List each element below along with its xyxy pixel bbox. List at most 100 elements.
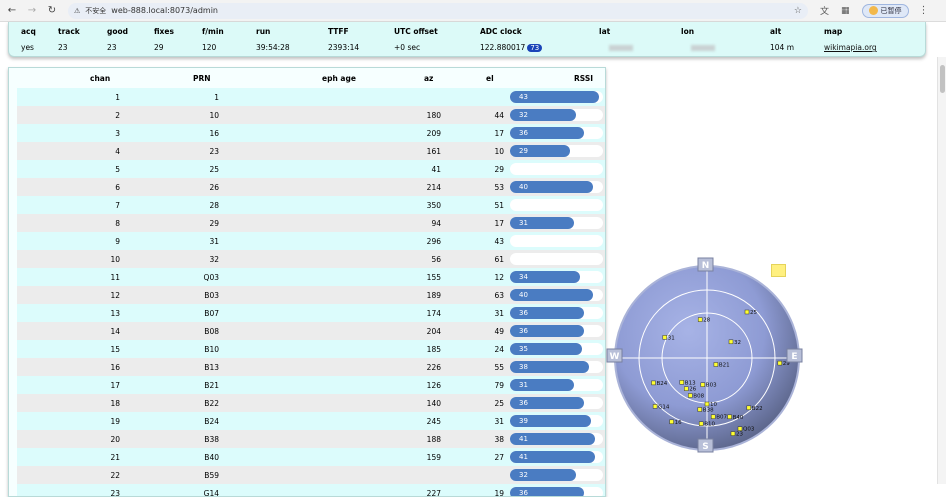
cell-prn: G14 — [203, 489, 219, 497]
cell-prn: 26 — [209, 183, 219, 192]
cell-el: 61 — [494, 255, 504, 264]
compass-n: N — [697, 257, 714, 272]
table-row: 23 G14 227 19 36 — [17, 484, 605, 497]
profile-button[interactable]: 已暂停 — [861, 3, 909, 18]
header-fmin: f/min — [202, 27, 224, 36]
cell-chan: 5 — [115, 165, 120, 174]
cell-chan: 8 — [115, 219, 120, 228]
cell-el: 10 — [494, 147, 504, 156]
cell-prn: B10 — [204, 345, 219, 354]
channel-table: chan PRN eph age az el RSSI 1 1 43 2 10 180 44… — [8, 67, 606, 497]
cell-prn: B38 — [204, 435, 219, 444]
cell-az: 174 — [426, 309, 441, 318]
compass-s: S — [697, 438, 714, 453]
cell-az: 155 — [426, 273, 441, 282]
satellite-marker — [669, 419, 674, 425]
satellite-label: B07 — [716, 415, 727, 421]
table-row: 8 29 94 17 31 — [17, 214, 605, 232]
cell-chan: 23 — [110, 489, 120, 497]
satellite-marker — [704, 401, 710, 407]
cell-az: 296 — [426, 237, 441, 246]
security-label[interactable]: 不安全 — [85, 6, 107, 15]
value-run: 39:54:28 — [256, 43, 290, 52]
page-scrollbar[interactable] — [937, 57, 946, 484]
table-row: 16 B13 226 55 38 — [17, 358, 605, 376]
col-rssi: RSSI — [574, 74, 594, 83]
cell-el: 79 — [494, 381, 504, 390]
table-row: 2 10 180 44 32 — [17, 106, 605, 124]
table-row: 18 B22 140 25 36 — [17, 394, 605, 412]
header-lat: lat — [599, 27, 611, 36]
cell-az: 226 — [426, 363, 441, 372]
value-adc-clock: 122.880017 73 — [480, 43, 543, 52]
col-chan: chan — [90, 74, 111, 83]
back-icon[interactable]: ← — [7, 5, 17, 16]
translate-icon[interactable]: 文 — [820, 7, 830, 17]
cell-el: 29 — [494, 165, 504, 174]
satellite-marker — [679, 380, 685, 385]
cell-el: 19 — [494, 489, 504, 497]
address-bar[interactable]: ⚠ 不安全 web-888.local:8073/admin ☆ — [68, 2, 808, 19]
rssi-track — [510, 253, 603, 265]
cell-el: 49 — [494, 327, 504, 336]
header-lon: lon — [681, 27, 695, 36]
satellite-label: Q03 — [743, 427, 755, 433]
cell-chan: 22 — [110, 471, 120, 480]
value-lat-redacted — [609, 43, 633, 52]
satellite-label: 28 — [703, 318, 710, 324]
table-row: 19 B24 245 31 39 — [17, 412, 605, 430]
cell-el: 17 — [494, 129, 504, 138]
browser-toolbar: ← → ↻ ⚠ 不安全 web-888.local:8073/admin ☆ 文… — [0, 0, 946, 22]
table-header: chan PRN eph age az el RSSI — [9, 68, 605, 88]
rssi-track — [510, 199, 603, 211]
cell-az: 180 — [426, 111, 441, 120]
cell-el: 31 — [494, 417, 504, 426]
cell-az: 350 — [426, 201, 441, 210]
map-link[interactable]: wikimapia.org — [824, 43, 877, 52]
satellite-marker — [730, 431, 736, 436]
satellite-label: G14 — [658, 404, 670, 410]
rssi-bar: 36 — [510, 307, 584, 319]
security-warning-icon[interactable]: ⚠ — [74, 6, 81, 15]
satellite-marker — [698, 421, 704, 426]
satellite-label: B21 — [719, 363, 730, 369]
rssi-bar: 41 — [510, 433, 595, 445]
cell-chan: 6 — [115, 183, 120, 192]
cell-prn: B24 — [204, 417, 219, 426]
compass-e: E — [786, 348, 803, 363]
cell-az: 188 — [426, 435, 441, 444]
satellite-label: 23 — [736, 432, 743, 438]
cell-chan: 1 — [115, 93, 120, 102]
cell-prn: Q03 — [203, 273, 219, 282]
value-track: 23 — [58, 43, 68, 52]
menu-icon[interactable]: ⋮ — [918, 5, 929, 16]
forward-icon[interactable]: → — [27, 5, 37, 16]
table-row: 4 23 161 10 29 — [17, 142, 605, 160]
satellite-marker — [684, 386, 689, 391]
cell-el: 17 — [494, 219, 504, 228]
table-row: 9 31 296 43 — [17, 232, 605, 250]
cell-az: 245 — [426, 417, 441, 426]
header-fixes: fixes — [154, 27, 174, 36]
cell-prn: 31 — [209, 237, 219, 246]
cell-el: 31 — [494, 309, 504, 318]
table-row: 11 Q03 155 12 34 — [17, 268, 605, 286]
gps-status-panel: acq track good fixes f/min run TTFF UTC … — [8, 22, 926, 57]
scrollbar-thumb[interactable] — [940, 65, 945, 93]
satellite-marker — [697, 317, 703, 322]
reload-icon[interactable]: ↻ — [47, 5, 57, 16]
cell-prn: 10 — [209, 111, 219, 120]
extensions-icon[interactable]: ▦ — [841, 5, 850, 16]
cell-el: 24 — [494, 345, 504, 354]
satellite-marker — [777, 360, 783, 366]
satellite-label: B24 — [657, 381, 668, 387]
table-row: 13 B07 174 31 36 — [17, 304, 605, 322]
satellite-marker — [697, 407, 703, 412]
satellite-label: 25 — [750, 310, 757, 316]
cell-prn: 32 — [209, 255, 219, 264]
bookmark-star-icon[interactable]: ☆ — [793, 5, 802, 16]
compass-w: W — [606, 348, 623, 363]
url-text[interactable]: web-888.local:8073/admin — [111, 6, 218, 15]
col-prn: PRN — [193, 74, 211, 83]
